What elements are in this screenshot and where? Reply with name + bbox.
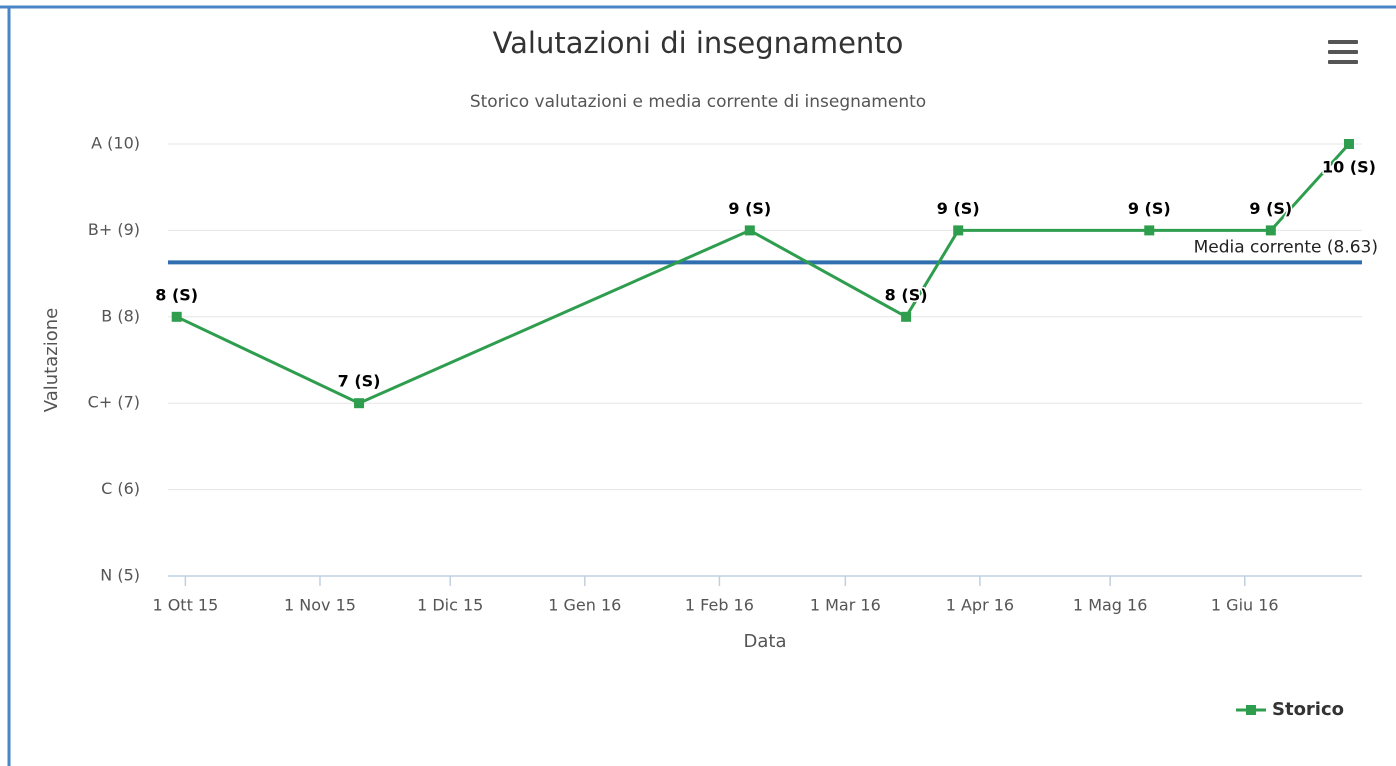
x-axis-title: Data <box>744 631 787 652</box>
point-marker <box>1265 225 1276 236</box>
y-tick-label: C (6) <box>101 479 140 498</box>
y-tick-label: B+ (9) <box>88 220 140 239</box>
menu-bar <box>1328 40 1358 44</box>
x-tick-label: 1 Nov 15 <box>284 596 356 615</box>
menu-button[interactable] <box>1328 40 1358 64</box>
x-tick-label: 1 Mag 16 <box>1073 596 1147 615</box>
menu-bar <box>1328 60 1358 64</box>
y-tick-label: B (8) <box>101 306 140 325</box>
data-label: 8 (S) <box>885 285 928 304</box>
point-marker <box>744 225 755 236</box>
x-tick-label: 1 Ott 15 <box>152 596 218 615</box>
y-tick-label: C+ (7) <box>88 393 140 412</box>
chart-subtitle: Storico valutazioni e media corrente di … <box>470 92 926 112</box>
data-label: 9 (S) <box>1128 199 1171 218</box>
plot-line-label: Media corrente (8.63) <box>1194 237 1378 257</box>
x-tick-label: 1 Gen 16 <box>548 596 621 615</box>
point-marker <box>1343 139 1354 149</box>
x-tick-label: 1 Dic 15 <box>417 596 483 615</box>
point-marker <box>354 398 365 409</box>
x-tick-label: 1 Feb 16 <box>685 596 754 615</box>
chart-title: Valutazioni di insegnamento <box>493 26 904 60</box>
data-label: 10 (S) <box>1322 158 1376 177</box>
legend-symbol <box>1246 705 1256 715</box>
legend-label: Storico <box>1272 699 1344 720</box>
x-tick-label: 1 Apr 16 <box>946 596 1014 615</box>
point-marker <box>953 225 964 236</box>
series-line <box>176 142 1351 405</box>
y-tick-label: A (10) <box>91 134 140 153</box>
x-tick-label: 1 Giu 16 <box>1211 596 1279 615</box>
x-tick-label: 1 Mar 16 <box>810 596 881 615</box>
menu-bar <box>1328 50 1358 54</box>
point-marker <box>901 311 912 322</box>
point-marker <box>171 311 182 322</box>
data-label: 9 (S) <box>1249 199 1292 218</box>
data-label: 7 (S) <box>338 372 381 391</box>
point-marker <box>1144 225 1155 236</box>
data-label: 9 (S) <box>937 199 980 218</box>
data-label: 9 (S) <box>728 199 771 218</box>
data-label: 8 (S) <box>155 285 198 304</box>
y-tick-label: N (5) <box>100 566 140 585</box>
y-axis-title: Valutazione <box>41 308 62 412</box>
